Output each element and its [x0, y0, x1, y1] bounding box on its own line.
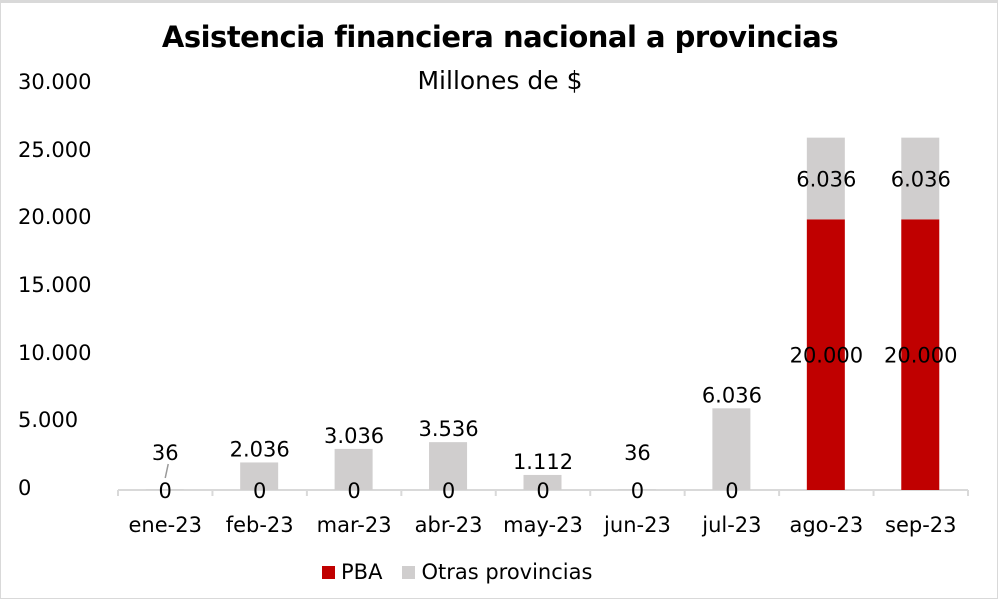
x-tick-label: feb-23 [226, 513, 294, 537]
chart-subtitle: Millones de $ [417, 66, 583, 95]
legend-item-pba: PBA [322, 560, 382, 584]
bar-otras [334, 448, 373, 490]
bar-pba [901, 219, 940, 491]
data-label-otras: 1.112 [513, 450, 573, 474]
chart-title: Asistencia financiera nacional a provinc… [161, 20, 839, 54]
x-tick-label: may-23 [503, 513, 583, 537]
bar-otras [429, 442, 468, 490]
data-label-otras: 36 [624, 441, 651, 465]
bar-otras [240, 462, 279, 490]
leader-line [164, 463, 169, 479]
data-label-pba: 0 [631, 479, 644, 503]
data-label-pba: 0 [159, 479, 172, 503]
bar-otras [901, 137, 940, 220]
bar-otras [712, 408, 751, 490]
legend-label-pba: PBA [341, 560, 383, 584]
x-tick-label: ago-23 [789, 513, 863, 537]
data-label-otras: 36 [152, 441, 179, 465]
y-tick-label: 15.000 [18, 273, 92, 297]
y-tick-label: 10.000 [18, 340, 92, 365]
data-label-pba: 0 [442, 479, 455, 503]
data-label-otras: 6.036 [796, 167, 856, 191]
y-tick-label: 0 [18, 476, 32, 500]
data-label-otras: 3.536 [418, 417, 478, 441]
legend-label-otras: Otras provincias [421, 560, 593, 584]
legend: PBA Otras provincias [322, 560, 612, 584]
bar-otras [523, 474, 562, 490]
data-label-pba: 0 [347, 479, 360, 503]
y-tick-label: 25.000 [18, 137, 92, 162]
data-label-pba: 20.000 [790, 344, 863, 368]
data-label-otras: 2.036 [230, 437, 290, 461]
x-tick-label: jul-23 [701, 513, 761, 537]
bar-pba [806, 219, 845, 491]
data-label-otras: 3.036 [324, 424, 384, 448]
data-label-pba: 20.000 [884, 344, 957, 368]
data-label-pba: 0 [536, 479, 549, 503]
legend-swatch-otras [402, 565, 416, 579]
y-tick-label: 5.000 [18, 408, 79, 433]
legend-swatch-pba [322, 565, 335, 579]
x-tick-label: jun-23 [603, 513, 671, 537]
data-label-otras: 6.036 [891, 167, 951, 191]
x-tick-label: sep-23 [885, 513, 957, 537]
y-tick-label: 20.000 [18, 205, 92, 230]
x-tick-label: abr-23 [415, 513, 483, 537]
data-label-pba: 0 [725, 479, 738, 503]
x-tick-label: ene-23 [128, 513, 201, 537]
bar-otras [806, 137, 845, 220]
y-tick-label: 30.000 [18, 70, 92, 94]
x-tick-label: mar-23 [317, 513, 392, 537]
legend-item-otras: Otras provincias [402, 560, 592, 584]
data-label-pba: 0 [253, 479, 266, 503]
data-label-otras: 6.036 [702, 383, 762, 407]
